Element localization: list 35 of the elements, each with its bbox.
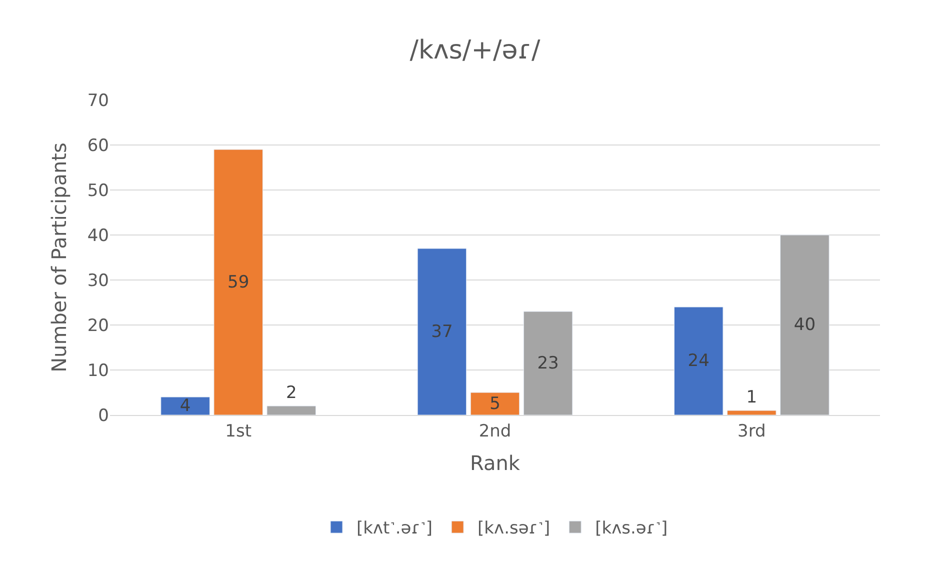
bar: [727, 410, 776, 415]
legend-label: [kʌt˺.əɾ˺]: [356, 518, 433, 539]
bar: [417, 248, 467, 415]
data-label: 4: [180, 396, 191, 416]
x-axis-title: Rank: [470, 450, 520, 475]
y-tick-label: 10: [87, 360, 109, 381]
bar: [523, 311, 573, 415]
x-tick-label: 1st: [225, 421, 252, 442]
data-label: 5: [490, 394, 500, 414]
legend-label: [kʌ.səɾ˺]: [478, 518, 550, 539]
data-label: 1: [746, 388, 758, 408]
data-label: 23: [537, 353, 559, 374]
y-axis-title: Number of Participants: [46, 142, 71, 372]
y-tick-label: 60: [87, 136, 109, 156]
x-tick-label: 2nd: [478, 421, 512, 442]
bar: [470, 392, 520, 415]
y-tick-label: 30: [87, 270, 109, 291]
y-tick-label: 70: [87, 90, 109, 111]
data-label: 59: [228, 272, 250, 292]
data-label: 37: [431, 322, 453, 342]
data-label: 2: [286, 383, 297, 403]
bar: [674, 306, 724, 415]
bar: [160, 396, 210, 415]
data-label: 40: [794, 315, 816, 335]
y-tick-label: 0: [98, 406, 109, 426]
bar: [214, 149, 263, 415]
y-tick-label: 50: [87, 180, 109, 201]
x-tick-label: 3rd: [738, 421, 766, 442]
y-tick-label: 40: [87, 226, 109, 246]
bar: [780, 234, 830, 415]
y-tick-label: 20: [87, 316, 109, 336]
bar: [266, 406, 316, 415]
data-label: 24: [688, 351, 710, 371]
chart-title: /kʌs/+/əɾ/: [410, 35, 541, 66]
legend-label: [kʌs.əɾ˺]: [595, 518, 668, 539]
